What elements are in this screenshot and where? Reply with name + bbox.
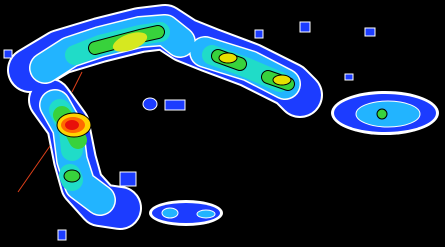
bottom-cloud — [149, 200, 223, 226]
right-cloud — [331, 91, 439, 135]
contour-image — [0, 0, 445, 247]
